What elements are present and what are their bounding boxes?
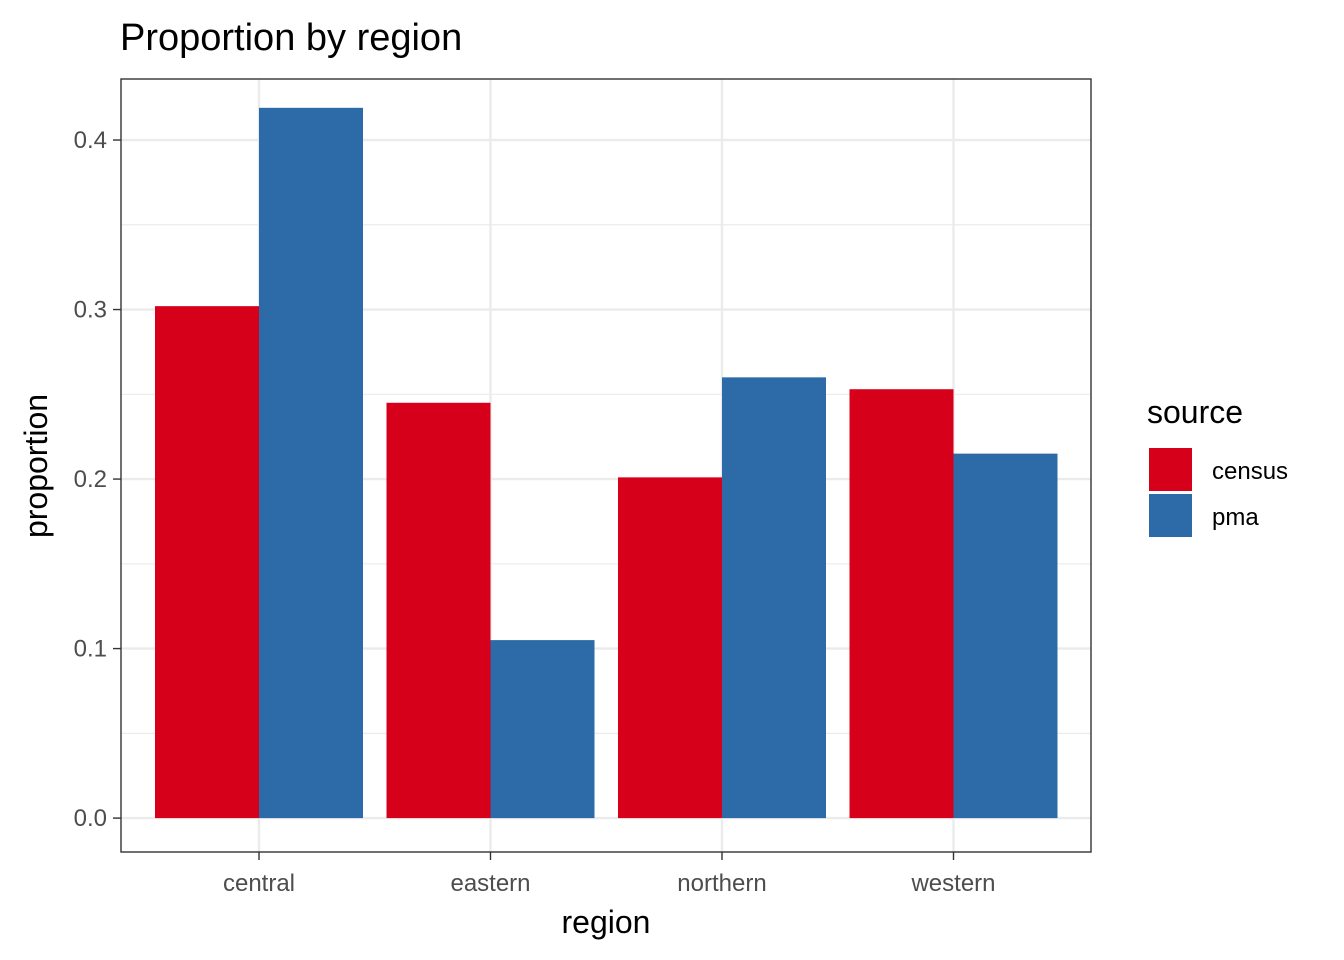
bar-pma-northern bbox=[722, 377, 826, 819]
x-tick-label: northern bbox=[677, 870, 766, 897]
y-axis: 0.0 0.1 0.2 0.3 0.4 bbox=[74, 127, 121, 832]
y-tick-label: 0.3 bbox=[74, 297, 107, 324]
bar-pma-western bbox=[953, 453, 1058, 819]
x-axis-title: region bbox=[562, 904, 651, 940]
y-tick-label: 0.2 bbox=[74, 466, 107, 493]
x-tick-label: eastern bbox=[450, 870, 530, 897]
bar-census-western bbox=[849, 389, 954, 819]
legend-key-pma bbox=[1149, 494, 1192, 537]
bars bbox=[155, 107, 1058, 819]
legend-label-census: census bbox=[1212, 458, 1288, 485]
y-tick-label: 0.0 bbox=[74, 805, 107, 832]
x-axis: central eastern northern western bbox=[223, 852, 996, 897]
bar-pma-eastern bbox=[490, 640, 595, 819]
legend-key-census bbox=[1149, 448, 1192, 491]
x-tick-label: central bbox=[223, 870, 295, 897]
y-axis-title: proportion bbox=[18, 394, 54, 538]
bar-census-northern bbox=[618, 477, 722, 819]
legend: source census pma bbox=[1147, 394, 1288, 537]
x-tick-label: western bbox=[910, 870, 995, 897]
plot-panel bbox=[120, 78, 1092, 853]
legend-items: census pma bbox=[1149, 448, 1288, 537]
bar-census-eastern bbox=[386, 402, 491, 819]
legend-title: source bbox=[1147, 394, 1243, 430]
y-tick-label: 0.4 bbox=[74, 127, 107, 154]
chart-title: Proportion by region bbox=[120, 17, 462, 59]
legend-label-pma: pma bbox=[1212, 504, 1259, 531]
bar-census-central bbox=[155, 306, 259, 819]
y-tick-label: 0.1 bbox=[74, 636, 107, 663]
bar-pma-central bbox=[259, 107, 363, 819]
panel-border bbox=[120, 78, 1092, 853]
